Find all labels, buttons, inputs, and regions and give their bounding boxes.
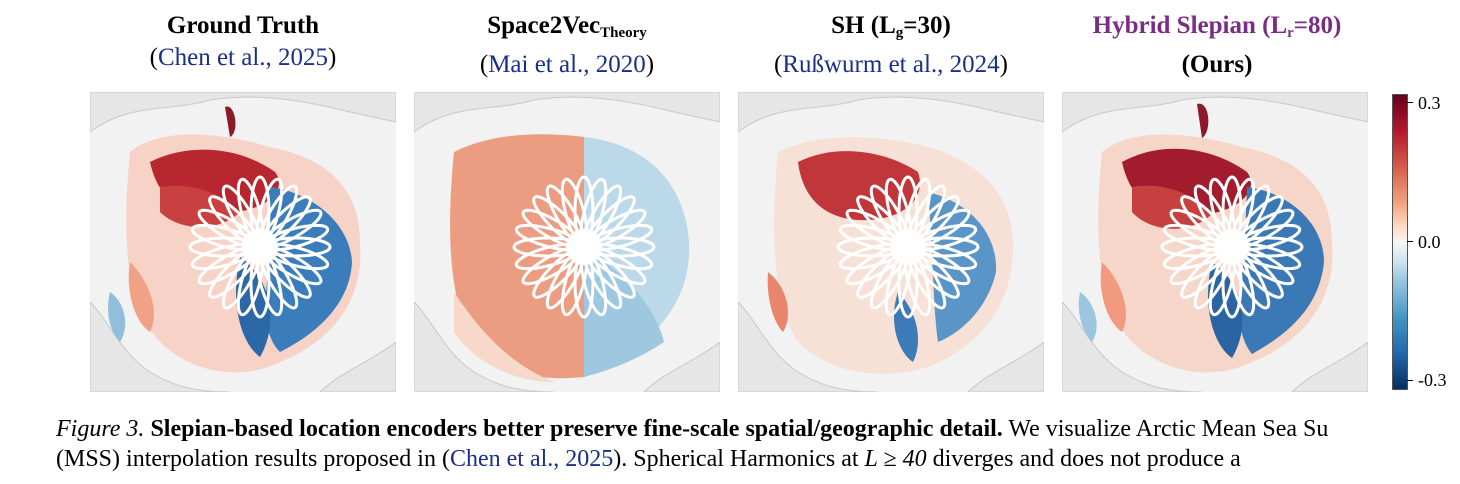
- colorbar-tick-label-min: -0.3: [1418, 370, 1447, 390]
- map-sh: [738, 92, 1044, 392]
- colorbar-tick: [1407, 241, 1413, 242]
- figure-label: Figure 3.: [56, 416, 145, 442]
- map-space2vec: [414, 92, 720, 392]
- colorbar-tick: [1407, 102, 1413, 103]
- panel-title-main: Ground Truth: [166, 12, 320, 39]
- panel-title-sh: SH (Lg=30) (Rußwurm et al., 2024): [774, 12, 1008, 78]
- panel-title-ground-truth: Ground Truth (Chen et al., 2025): [78, 10, 408, 74]
- colorbar-tick-label-max: 0.3: [1418, 93, 1441, 113]
- ours-label: (Ours): [1181, 51, 1253, 78]
- map-ground-truth: [90, 92, 396, 392]
- panel-title-space2vec: Space2VecTheory (Mai et al., 2020): [479, 12, 655, 78]
- caption-text: We visualize Arctic Mean Sea Su: [1008, 416, 1329, 442]
- figure-caption: Figure 3. Slepian-based location encoder…: [56, 416, 1329, 472]
- map-hybrid-slepian: [1062, 92, 1368, 392]
- citation-link[interactable]: Rußwurm et al., 2024: [782, 51, 1000, 78]
- colorbar-tick: [1407, 380, 1413, 381]
- citation-link[interactable]: Chen et al., 2025: [449, 446, 614, 472]
- panel-title-main: Space2Vec: [487, 12, 601, 39]
- panel-title-hybrid-slepian: Hybrid Slepian (Lr=80) (Ours): [1052, 10, 1382, 81]
- caption-bold-summary: Slepian-based location encoders better p…: [150, 416, 1003, 442]
- citation-link[interactable]: Chen et al., 2025: [157, 44, 329, 71]
- colorbar: [1392, 94, 1408, 390]
- citation-link[interactable]: Mai et al., 2020: [488, 51, 646, 78]
- colorbar-tick-label-zero: 0.0: [1418, 232, 1441, 252]
- math-expression: L ≥ 40: [864, 446, 927, 472]
